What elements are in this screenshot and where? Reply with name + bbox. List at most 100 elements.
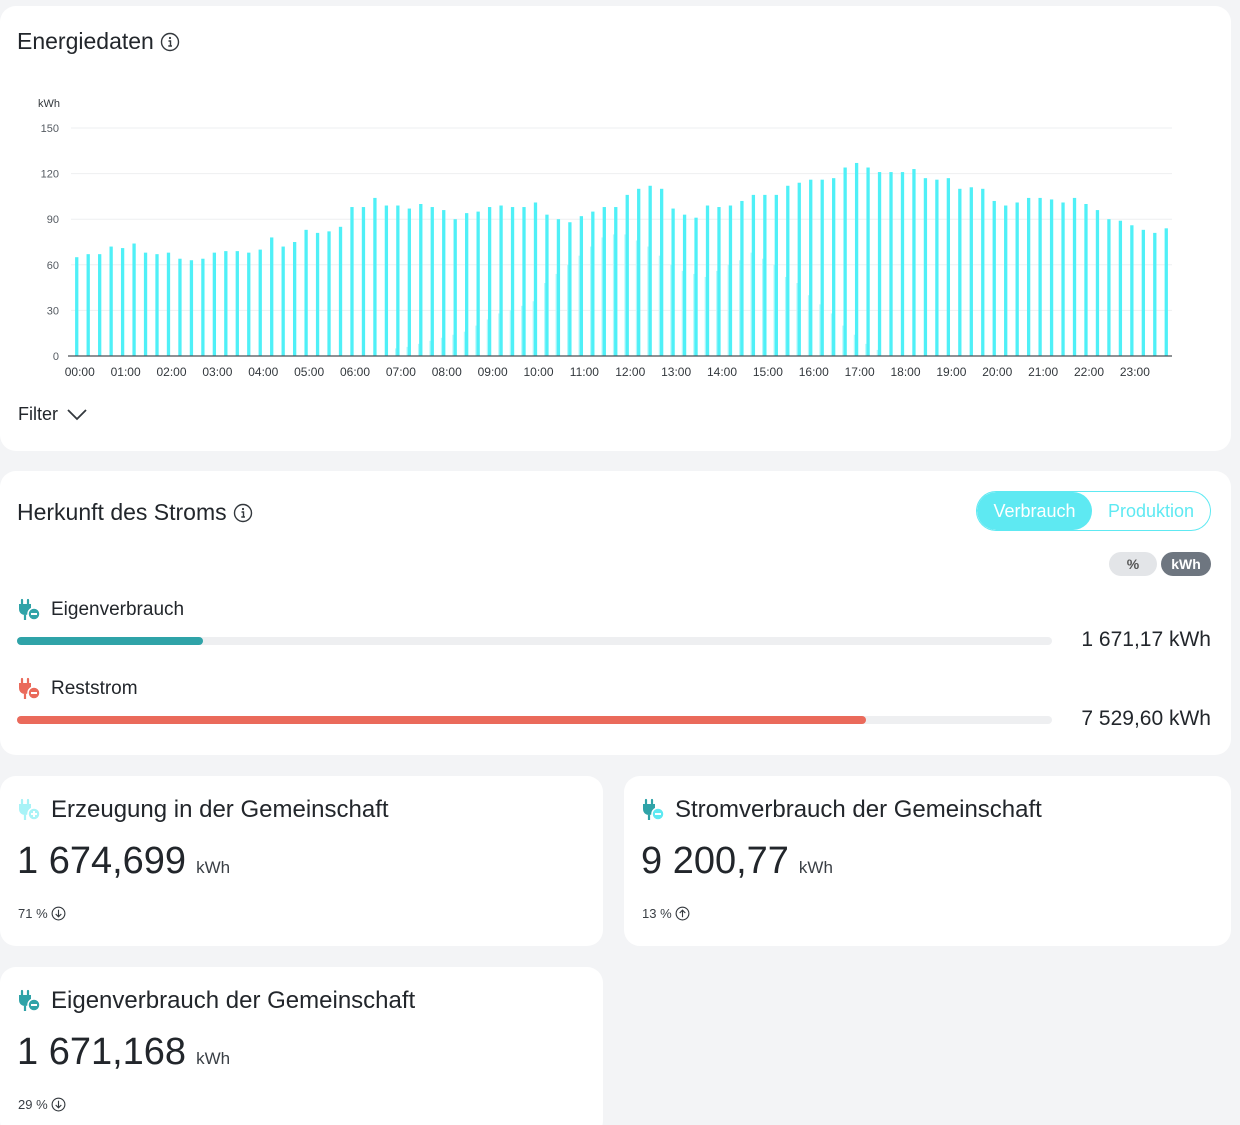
bar-consumption — [637, 188, 641, 356]
bar-consumption — [201, 258, 205, 356]
self-consumption-change: 29 % — [18, 1097, 66, 1112]
tab-produktion[interactable]: Produktion — [1107, 500, 1195, 521]
x-tick-label: 08:00 — [432, 365, 462, 379]
bar-consumption — [579, 216, 584, 356]
eigenverbrauch-row-label: Eigenverbrauch — [17, 598, 184, 622]
bar-consumption — [866, 167, 870, 356]
y-tick-label: 0 — [53, 351, 59, 363]
eigenverbrauch-bar-fill — [17, 637, 204, 645]
y-tick-label: 150 — [41, 123, 59, 135]
info-icon[interactable] — [233, 503, 253, 523]
bar-consumption — [728, 205, 733, 356]
bar-consumption — [315, 232, 320, 356]
bar-consumption — [1095, 210, 1100, 356]
generation-change: 71 % — [18, 906, 66, 921]
bar-consumption — [533, 202, 538, 356]
reststrom-bar-fill — [17, 716, 866, 724]
bar-consumption — [946, 178, 951, 356]
reststrom-bar — [17, 716, 1052, 724]
x-tick-label: 03:00 — [202, 365, 232, 379]
bar-consumption — [740, 200, 744, 356]
x-tick-label: 10:00 — [523, 365, 553, 379]
bar-consumption — [166, 252, 171, 356]
energy-card: Energiedaten kWh 0 30 60 90 120 150 00:00 01:00 0… — [0, 6, 1231, 451]
consumption-card: Stromverbrauch der Gemeinschaft 9 200,77… — [624, 776, 1231, 946]
bar-consumption — [178, 258, 182, 356]
bar-consumption — [453, 219, 457, 356]
bar-consumption — [224, 251, 228, 356]
reststrom-row-label: Reststrom — [17, 677, 138, 701]
x-tick-label: 17:00 — [845, 365, 875, 379]
filter-button[interactable]: Filter — [18, 404, 88, 425]
bar-consumption — [648, 185, 652, 356]
filter-label: Filter — [18, 404, 58, 424]
tab-verbrauch[interactable]: Verbrauch — [977, 492, 1092, 530]
x-tick-label: 20:00 — [982, 365, 1012, 379]
eigenverbrauch-bar — [17, 637, 1052, 645]
generation-title: Erzeugung in der Gemeinschaft — [17, 796, 389, 824]
bar-consumption — [774, 194, 778, 356]
bar-consumption — [889, 172, 893, 356]
bar-consumption — [120, 248, 125, 356]
bar-consumption — [270, 237, 274, 356]
unit-kwh-button[interactable]: kWh — [1161, 552, 1211, 576]
x-tick-label: 15:00 — [753, 365, 783, 379]
info-icon[interactable] — [160, 32, 180, 52]
bar-consumption — [763, 194, 767, 356]
self-consumption-card: Eigenverbrauch der Gemeinschaft 1 671,16… — [0, 967, 603, 1125]
generation-card: Erzeugung in der Gemeinschaft 1 674,699 … — [0, 776, 603, 946]
x-tick-label: 19:00 — [936, 365, 966, 379]
x-tick-label: 23:00 — [1120, 365, 1150, 379]
plug-minus-icon — [19, 989, 41, 1012]
bar-consumption — [419, 204, 423, 356]
consumption-title: Stromverbrauch der Gemeinschaft — [641, 796, 1042, 824]
plug-plus-icon — [19, 798, 41, 821]
self-consumption-value: 1 671,168 kWh — [17, 1031, 231, 1073]
bar-consumption — [969, 187, 973, 356]
bar-consumption — [258, 249, 262, 356]
bar-consumption — [1038, 197, 1042, 356]
bar-consumption — [1049, 199, 1054, 356]
bar-consumption — [545, 214, 549, 356]
bar-consumption — [189, 260, 194, 356]
bar-consumption — [476, 211, 480, 356]
bar-consumption — [212, 252, 217, 356]
bar-consumption — [832, 178, 836, 356]
y-tick-label: 90 — [47, 214, 59, 226]
x-tick-label: 04:00 — [248, 365, 278, 379]
bar-consumption — [1130, 225, 1134, 356]
y-tick-label: 120 — [41, 169, 59, 181]
x-tick-label: 07:00 — [386, 365, 416, 379]
x-tick-label: 14:00 — [707, 365, 737, 379]
y-tick-label: 60 — [47, 260, 59, 272]
x-tick-label: 18:00 — [890, 365, 920, 379]
reststrom-value: 7 529,60 kWh — [1081, 707, 1211, 730]
bar-consumption — [981, 188, 985, 356]
bar-consumption — [487, 207, 492, 356]
bar-consumption — [442, 210, 446, 356]
x-tick-label: 09:00 — [478, 365, 508, 379]
bar-consumption — [694, 217, 698, 356]
bar-consumption — [958, 188, 962, 356]
bar-consumption — [1153, 232, 1157, 356]
bar-consumption — [1026, 197, 1031, 356]
unit-percent-button[interactable]: % — [1109, 552, 1157, 576]
bar-consumption — [912, 169, 916, 356]
x-tick-label: 05:00 — [294, 365, 324, 379]
eigenverbrauch-value: 1 671,17 kWh — [1081, 628, 1211, 651]
bar-consumption — [900, 172, 905, 356]
bar-consumption — [75, 257, 79, 356]
bar-consumption — [659, 188, 664, 356]
bar-consumption — [591, 211, 595, 356]
consumption-value: 9 200,77 kWh — [641, 840, 833, 882]
x-tick-label: 00:00 — [65, 365, 95, 379]
x-tick-label: 12:00 — [615, 365, 645, 379]
generation-value: 1 674,699 kWh — [17, 840, 231, 882]
plug-minus-icon — [19, 598, 41, 621]
bar-consumption — [1107, 219, 1111, 356]
bar-consumption — [132, 243, 136, 356]
bar-consumption — [292, 242, 297, 356]
bar-consumption — [143, 252, 148, 356]
consumption-change: 13 % — [642, 906, 690, 921]
bar-consumption — [556, 219, 561, 356]
